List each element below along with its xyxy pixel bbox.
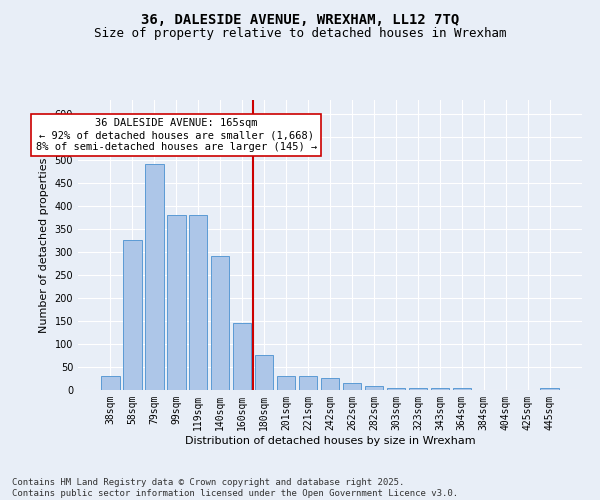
Bar (365, 386, 383, 390)
Bar (189, 215, 208, 390)
Text: Size of property relative to detached houses in Wrexham: Size of property relative to detached ho… (94, 28, 506, 40)
Bar (409, 388, 427, 390)
Bar (167, 215, 185, 390)
Bar (431, 388, 449, 390)
Bar (145, 164, 164, 390)
Bar (541, 388, 559, 390)
Bar (299, 376, 317, 390)
Bar (233, 324, 251, 390)
Bar (277, 376, 295, 390)
Y-axis label: Number of detached properties: Number of detached properties (39, 158, 49, 332)
Bar (320, 378, 340, 390)
Text: 36 DALESIDE AVENUE: 165sqm
← 92% of detached houses are smaller (1,668)
8% of se: 36 DALESIDE AVENUE: 165sqm ← 92% of deta… (35, 118, 317, 152)
Bar (452, 388, 471, 390)
Bar (101, 376, 119, 390)
Bar (123, 240, 142, 390)
X-axis label: Distribution of detached houses by size in Wrexham: Distribution of detached houses by size … (185, 436, 475, 446)
Bar (211, 256, 229, 390)
Bar (343, 382, 361, 390)
Bar (255, 354, 274, 390)
Text: Contains HM Land Registry data © Crown copyright and database right 2025.
Contai: Contains HM Land Registry data © Crown c… (12, 478, 458, 498)
Bar (386, 388, 405, 390)
Text: 36, DALESIDE AVENUE, WREXHAM, LL12 7TQ: 36, DALESIDE AVENUE, WREXHAM, LL12 7TQ (141, 12, 459, 26)
